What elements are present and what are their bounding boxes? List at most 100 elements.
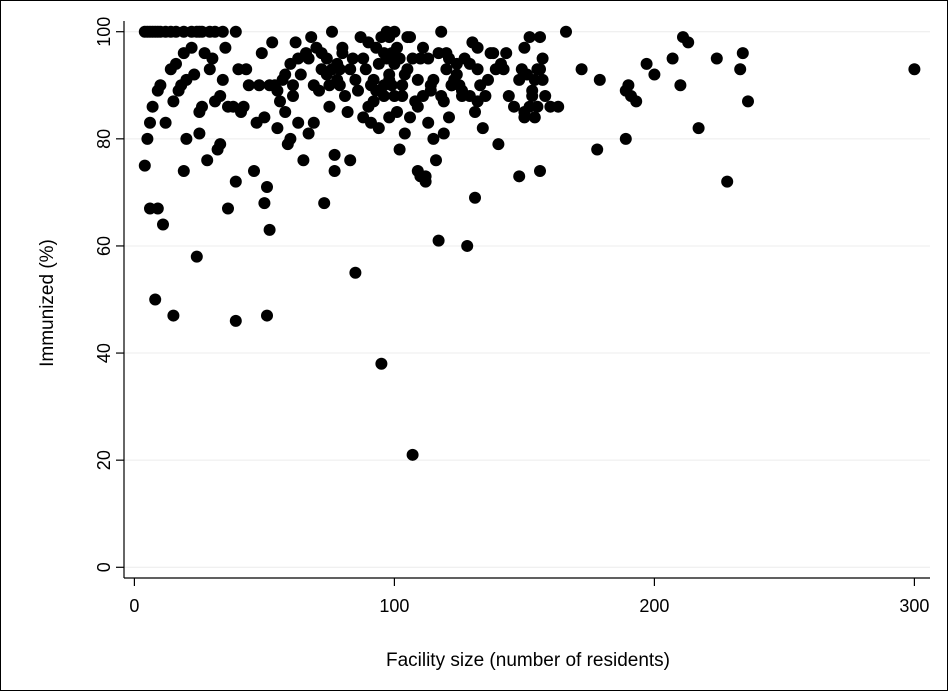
data-point	[203, 63, 216, 76]
data-point	[424, 84, 437, 97]
data-point	[318, 197, 331, 210]
data-point	[640, 57, 653, 70]
data-point	[518, 106, 531, 119]
data-point	[157, 218, 169, 231]
data-point	[266, 36, 279, 49]
data-point	[435, 25, 448, 38]
y-tick-label: 60	[94, 236, 114, 256]
data-point	[536, 52, 549, 65]
data-point	[575, 63, 588, 76]
data-point	[393, 143, 406, 156]
data-point	[229, 314, 242, 327]
x-axis-title: Facility size (number of residents)	[386, 650, 670, 671]
data-point	[367, 95, 380, 108]
data-point	[375, 357, 388, 370]
data-point	[502, 89, 515, 102]
data-point	[484, 47, 497, 60]
data-point	[593, 73, 606, 86]
data-point	[560, 25, 572, 38]
data-point	[229, 175, 242, 188]
data-point	[430, 154, 442, 167]
data-point	[378, 89, 390, 102]
data-point	[391, 41, 403, 54]
data-point	[471, 41, 484, 54]
data-point	[151, 202, 164, 215]
data-point	[476, 122, 489, 135]
data-point	[518, 41, 531, 54]
data-point	[419, 170, 432, 183]
y-axis-title: Immunized (%)	[37, 239, 58, 367]
y-tick-label: 100	[94, 17, 114, 47]
data-point	[170, 57, 182, 70]
data-point	[508, 100, 520, 113]
data-point	[437, 95, 450, 108]
data-point	[674, 79, 687, 92]
data-point	[513, 170, 526, 183]
data-point	[362, 36, 375, 49]
data-point	[531, 63, 544, 76]
data-point	[240, 63, 253, 76]
data-point	[736, 47, 749, 60]
data-point	[206, 52, 219, 65]
data-point	[461, 239, 474, 252]
data-point	[307, 79, 320, 92]
data-point	[469, 106, 481, 119]
data-point	[450, 57, 463, 70]
data-point	[398, 68, 411, 81]
data-point	[526, 84, 539, 97]
data-point	[359, 63, 372, 76]
data-point	[201, 154, 214, 167]
data-point	[253, 79, 266, 92]
data-point	[284, 57, 297, 70]
data-point	[237, 100, 250, 113]
data-point	[393, 52, 406, 65]
data-points	[138, 25, 921, 461]
data-point	[214, 138, 227, 151]
data-point	[287, 79, 299, 92]
data-point	[474, 79, 487, 92]
data-point	[214, 89, 227, 102]
data-point	[263, 79, 276, 92]
data-point	[346, 52, 359, 65]
data-point	[248, 164, 260, 177]
data-point	[341, 106, 354, 119]
data-point	[398, 127, 411, 140]
data-point	[406, 448, 419, 461]
data-point	[263, 223, 276, 236]
data-point	[154, 79, 167, 92]
data-point	[437, 127, 450, 140]
data-point	[229, 25, 242, 38]
data-point	[734, 63, 747, 76]
data-point	[396, 89, 409, 102]
data-point	[323, 100, 336, 113]
data-point	[258, 197, 271, 210]
data-point	[167, 95, 180, 108]
data-point	[528, 73, 541, 86]
data-point	[271, 122, 284, 135]
data-point	[471, 63, 484, 76]
data-point	[328, 148, 341, 161]
data-point	[427, 73, 440, 86]
y-tick-label: 80	[94, 129, 114, 149]
x-ticks: 0 100 200 300	[129, 578, 929, 616]
data-point	[908, 63, 921, 76]
data-point	[404, 31, 416, 44]
data-point	[344, 154, 357, 167]
data-point	[258, 111, 271, 124]
data-point	[349, 266, 362, 279]
data-point	[274, 95, 286, 108]
data-point	[219, 41, 232, 54]
x-tick-label: 0	[129, 596, 139, 616]
data-point	[422, 116, 435, 129]
data-point	[648, 68, 661, 81]
data-point	[495, 57, 507, 70]
data-point	[159, 116, 172, 129]
data-point	[414, 52, 427, 65]
data-point	[292, 116, 305, 129]
data-point	[149, 293, 162, 306]
y-tick-label: 20	[94, 450, 114, 470]
data-point	[710, 52, 723, 65]
data-point	[344, 63, 357, 76]
data-point	[417, 41, 429, 54]
data-point	[167, 309, 180, 322]
